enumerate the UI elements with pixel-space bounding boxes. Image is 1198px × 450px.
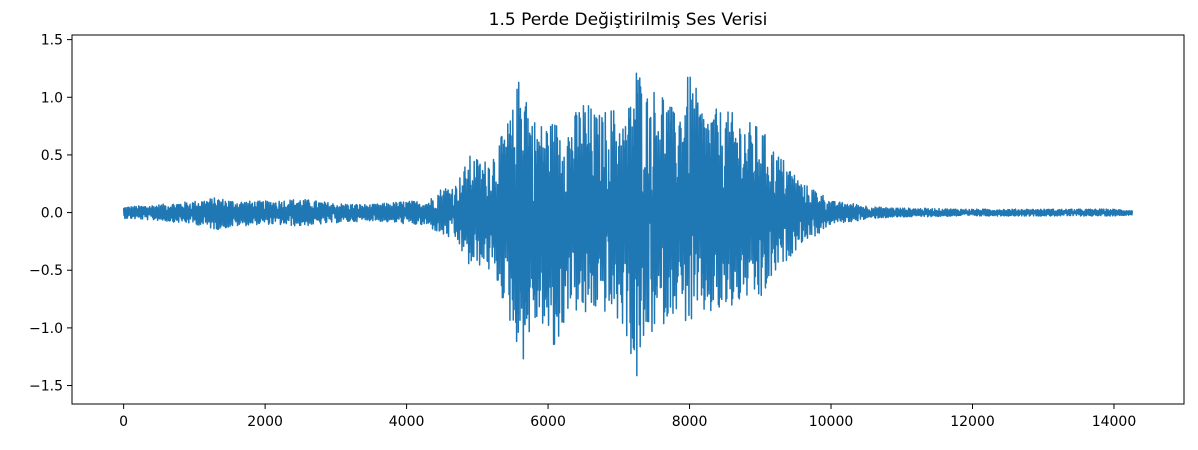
x-tick-label: 4000: [389, 414, 425, 430]
x-tick-label: 14000: [1092, 414, 1137, 430]
x-tick-label: 6000: [530, 414, 566, 430]
y-tick-label: −1.0: [29, 321, 63, 337]
audio-waveform-line: [122, 72, 1134, 377]
y-tick-label: 0.0: [41, 206, 63, 222]
y-tick-label: 1.0: [41, 90, 63, 106]
y-tick-label: 1.5: [41, 33, 63, 49]
x-tick-label: 8000: [672, 414, 708, 430]
y-tick-label: −1.5: [29, 379, 63, 395]
plot-frame: [71, 34, 1185, 405]
x-tick-label: 12000: [950, 414, 995, 430]
y-tick-label: 0.5: [41, 148, 63, 164]
y-tick-label: −0.5: [29, 263, 63, 279]
x-tick-label: 2000: [247, 414, 283, 430]
chart-title: 1.5 Perde Değiştirilmiş Ses Verisi: [489, 10, 768, 30]
y-axis: 1.5 1.0 0.5 0.0 −0.5 −1.0 −1.5: [29, 33, 72, 395]
x-axis: 0 2000 4000 6000 8000 10000 12000 14000: [119, 404, 1136, 430]
series-group: [122, 72, 1134, 377]
x-tick-label: 0: [119, 414, 128, 430]
x-tick-label: 10000: [809, 414, 854, 430]
